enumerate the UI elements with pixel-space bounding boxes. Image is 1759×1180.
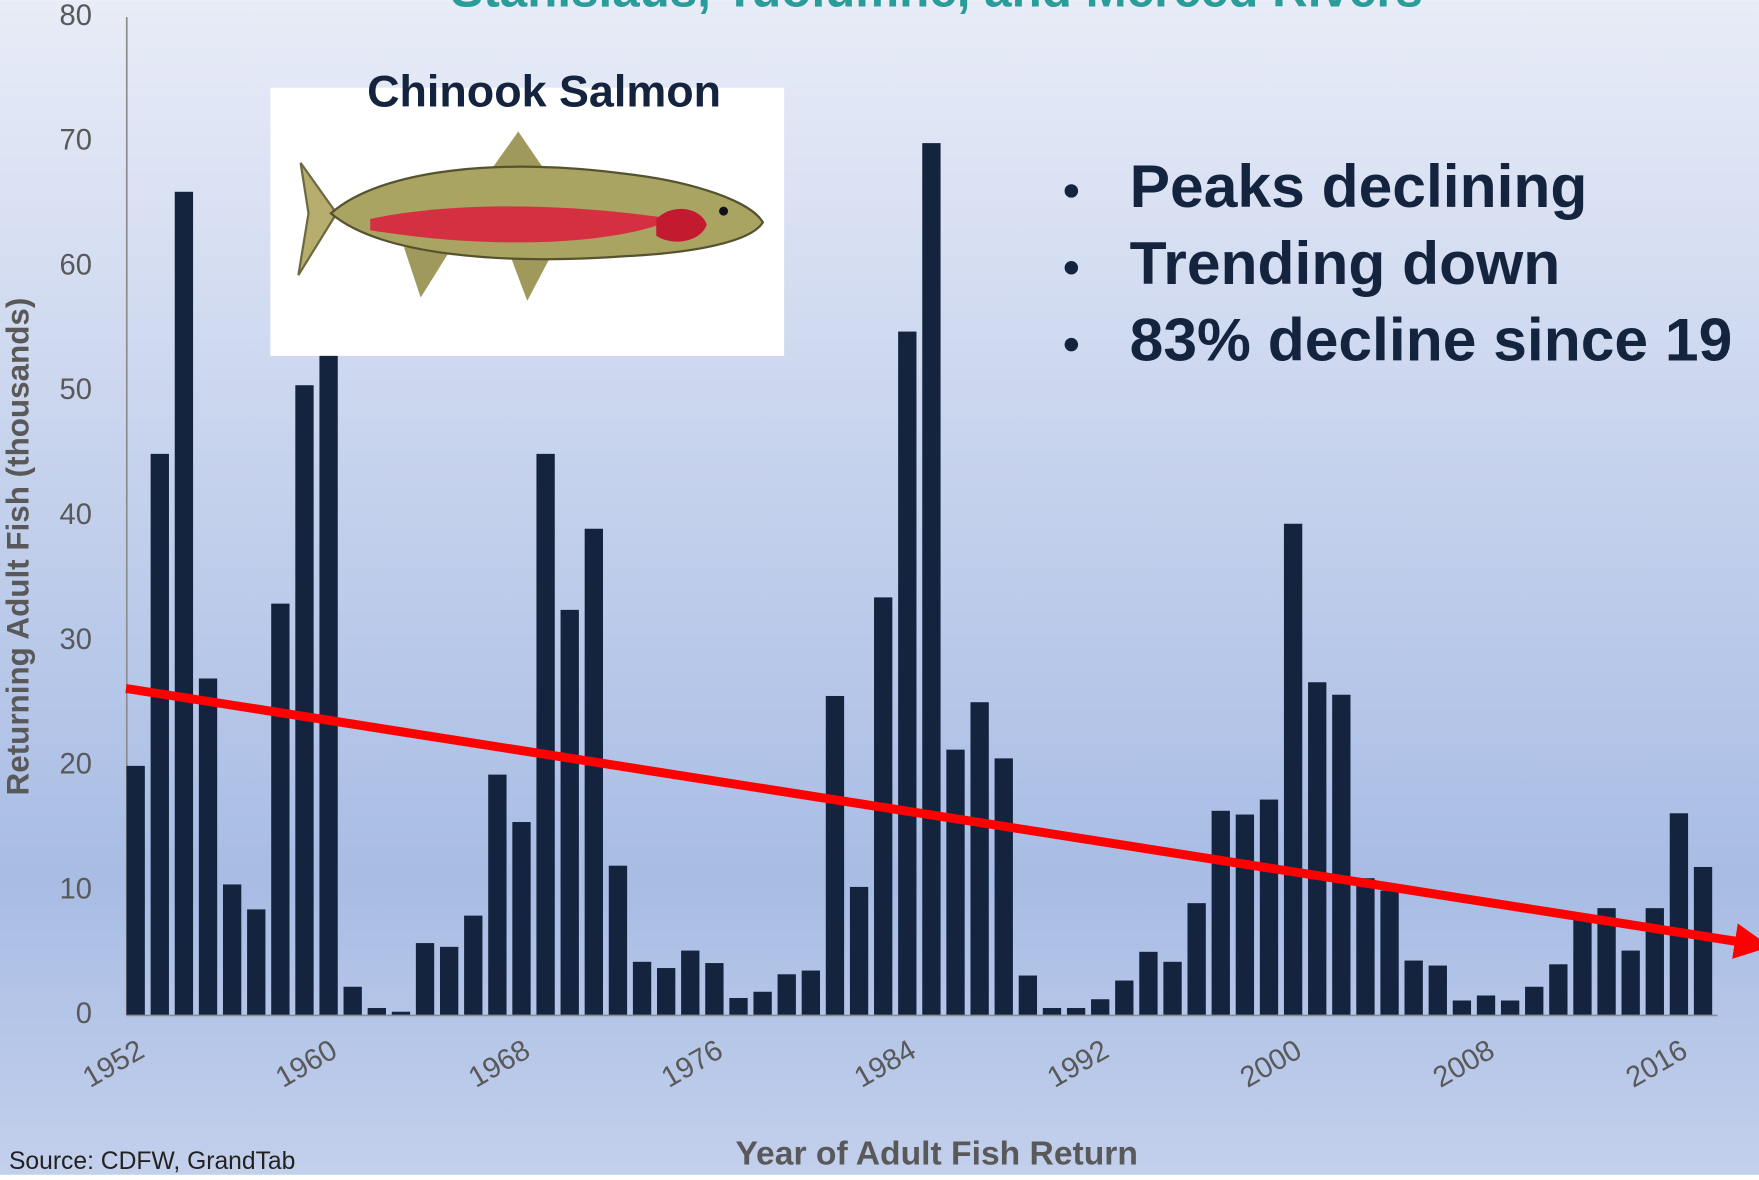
bar: [946, 749, 965, 1016]
bar: [1597, 908, 1616, 1016]
bar: [464, 915, 483, 1016]
bar: [126, 765, 145, 1016]
bar: [1187, 903, 1206, 1016]
bullet-list: Peaks declining Trending down 83% decline …: [1064, 152, 1733, 374]
bullet-text: Trending down: [1130, 229, 1561, 297]
bar: [1066, 1007, 1086, 1016]
y-tick-label: 0: [76, 998, 92, 1030]
bar: [222, 884, 242, 1016]
bar: [415, 943, 435, 1016]
bar: [1500, 1000, 1520, 1016]
inset-title: Chinook Salmon: [367, 65, 721, 116]
bar: [150, 453, 169, 1016]
bar: [1259, 799, 1279, 1016]
bullet-dot: [1064, 337, 1079, 352]
bar: [705, 963, 724, 1016]
bar: [681, 950, 700, 1016]
bar: [1139, 951, 1158, 1016]
bar: [1235, 814, 1255, 1016]
bar: [1332, 694, 1351, 1016]
bar: [994, 758, 1013, 1016]
bar: [367, 1007, 386, 1016]
bar: [970, 702, 989, 1016]
bar: [1573, 918, 1592, 1016]
bar: [1356, 878, 1375, 1016]
y-tick-label: 70: [60, 125, 92, 157]
bar: [1404, 960, 1423, 1016]
chart-title: Stanislaus, Tuolumne, and Merced Rivers: [450, 0, 1423, 18]
bar: [1163, 961, 1182, 1016]
y-tick-label: 30: [60, 624, 92, 656]
bar: [1693, 866, 1713, 1016]
y-tick-label: 10: [60, 873, 92, 905]
bar: [536, 453, 555, 1016]
x-axis-label: Year of Adult Fish Return: [735, 1136, 1137, 1173]
bar: [1645, 908, 1664, 1016]
bullet-text: 83% decline since 19: [1130, 306, 1733, 374]
bar: [1211, 810, 1230, 1016]
bar: [1428, 965, 1447, 1016]
bar: [1669, 813, 1689, 1016]
bar: [1091, 999, 1110, 1016]
bar: [1452, 1000, 1472, 1016]
bar: [560, 609, 579, 1016]
bar: [1283, 523, 1303, 1016]
bar: [198, 678, 218, 1016]
bar: [849, 886, 869, 1016]
bar: [1308, 682, 1327, 1016]
bar: [1476, 995, 1496, 1016]
bullet-text: Peaks declining: [1130, 152, 1588, 220]
bar: [753, 991, 772, 1016]
bar: [439, 946, 459, 1016]
bar: [922, 143, 941, 1016]
bar: [584, 528, 603, 1016]
bar: [1115, 980, 1134, 1016]
y-tick-label: 40: [60, 499, 92, 531]
inset: Chinook Salmon: [270, 65, 785, 356]
bar: [777, 974, 796, 1016]
bar: [1525, 986, 1544, 1016]
y-tick-label: 60: [60, 249, 92, 281]
bar: [1380, 890, 1399, 1016]
bar: [1018, 975, 1038, 1016]
bar: [295, 385, 314, 1016]
y-tick-label: 20: [60, 749, 92, 781]
bullet-dot: [1064, 261, 1079, 275]
bar: [247, 909, 266, 1016]
bar: [512, 822, 531, 1016]
bar: [1549, 964, 1568, 1016]
source: Source: CDFW, GrandTab: [9, 1148, 295, 1175]
y-axis-label: Returning Adult Fish (thousands): [0, 298, 35, 796]
y-tick-label: 80: [60, 0, 92, 32]
bar: [174, 191, 194, 1016]
bar: [1042, 1007, 1062, 1016]
bar: [729, 997, 748, 1016]
bar: [801, 970, 821, 1016]
bullet-dot: [1064, 184, 1079, 198]
bar: [271, 603, 290, 1016]
bar: [632, 961, 652, 1016]
y-tick-label: 50: [60, 374, 92, 406]
bar: [319, 329, 338, 1016]
fish-illustration: [297, 131, 765, 301]
bar: [608, 865, 628, 1016]
bar: [825, 695, 845, 1016]
bar: [343, 986, 362, 1016]
bar: [1621, 950, 1640, 1016]
bar: [391, 1011, 411, 1016]
bar: [657, 968, 676, 1016]
bar: [488, 774, 507, 1016]
bar: [898, 331, 917, 1016]
trend-arrow: [125, 684, 1759, 959]
